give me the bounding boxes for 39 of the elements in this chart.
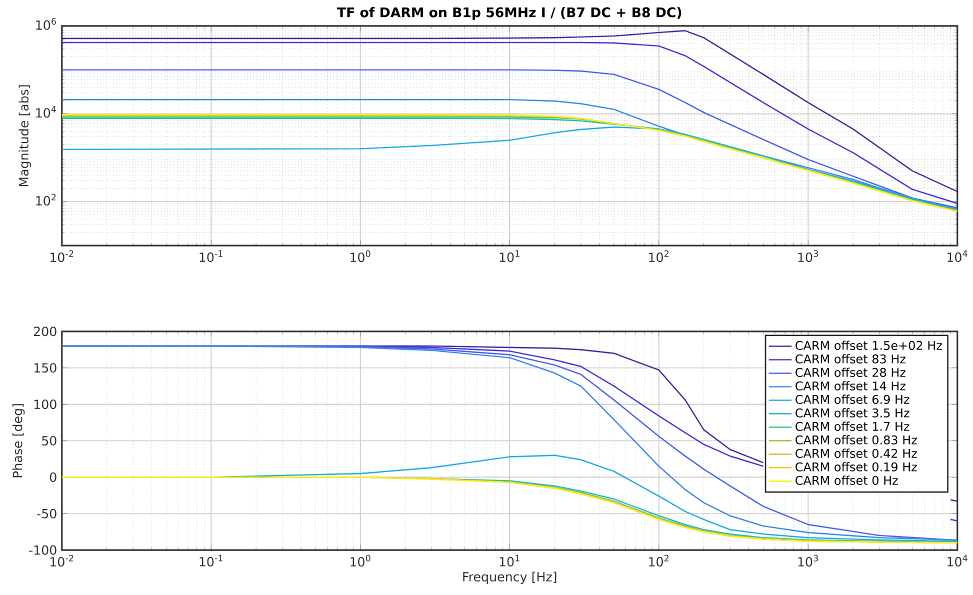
- legend-label: CARM offset 0.42 Hz: [796, 448, 917, 458]
- x-tick-label: 10$^{3}$: [798, 554, 818, 567]
- x-axis-title: Frequency [Hz]: [463, 572, 556, 584]
- legend-label: CARM offset 0.19 Hz: [796, 462, 917, 472]
- y-tick-label: 10$^{6}$: [36, 18, 56, 30]
- y-tick-label: 0: [50, 472, 56, 482]
- y-axis-title: Phase [deg]: [12, 404, 25, 478]
- y-axis-title: Magnitude [abs]: [18, 85, 31, 186]
- chart-title: TF of DARM on B1p 56MHz I / (B7 DC + B8 DC): [337, 7, 682, 20]
- legend-label: CARM offset 3.5 Hz: [796, 408, 910, 418]
- legend-label: CARM offset 0 Hz: [796, 476, 898, 485]
- x-tick-label: 10$^{-2}$: [50, 250, 74, 262]
- y-tick-label: 100: [34, 400, 56, 410]
- x-tick-label: 10$^{0}$: [350, 250, 370, 262]
- y-tick-label: 10$^{2}$: [36, 194, 56, 206]
- x-tick-label: 10$^{2}$: [649, 250, 669, 262]
- legend-label: CARM offset 6.9 Hz: [796, 394, 910, 404]
- x-tick-label: 10$^{-2}$: [50, 554, 74, 567]
- y-tick-label: 10$^{4}$: [36, 106, 56, 118]
- y-tick-label: 200: [34, 326, 56, 336]
- x-tick-label: 10$^{4}$: [948, 250, 968, 262]
- x-tick-label: 10$^{-1}$: [200, 554, 222, 566]
- legend-label: CARM offset 0.83 Hz: [796, 435, 917, 444]
- y-tick-label: 150: [34, 363, 56, 373]
- x-tick-label: 10$^{0}$: [350, 554, 370, 567]
- legend-label: CARM offset 83 Hz: [796, 354, 906, 364]
- legend-label: CARM offset 1.5e+02 Hz: [796, 340, 942, 350]
- legend-label: CARM offset 14 Hz: [796, 381, 906, 390]
- x-tick-label: 10$^{1}$: [500, 250, 520, 262]
- x-tick-label: 10$^{3}$: [798, 250, 818, 262]
- x-tick-label: 10$^{4}$: [948, 554, 968, 566]
- y-tick-label: -100: [29, 545, 56, 555]
- y-tick-label: -50: [37, 508, 56, 518]
- legend-label: CARM offset 28 Hz: [796, 368, 906, 377]
- x-tick-label: 10$^{-1}$: [200, 250, 222, 262]
- x-tick-label: 10$^{1}$: [500, 554, 520, 566]
- x-tick-label: 10$^{2}$: [649, 554, 669, 567]
- legend-label: CARM offset 1.7 Hz: [796, 422, 910, 431]
- y-tick-label: 50: [42, 436, 56, 446]
